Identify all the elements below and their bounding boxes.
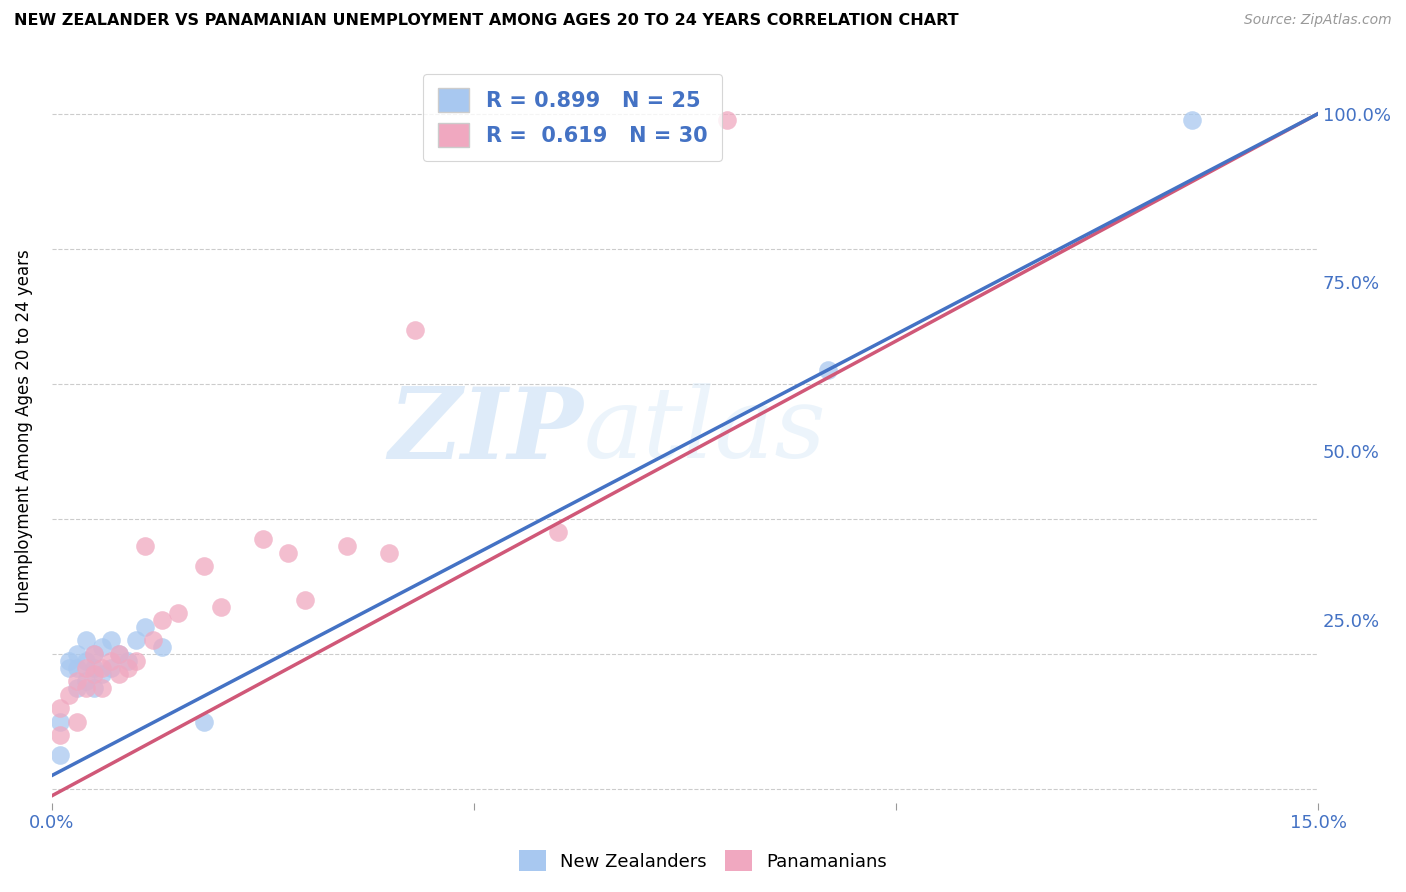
Point: [49, 728, 72, 742]
Point: [100, 660, 122, 674]
Point: [100, 654, 122, 668]
Point: [58, 660, 80, 674]
Legend: New Zealanders, Panamanians: New Zealanders, Panamanians: [512, 843, 894, 879]
Point: [142, 633, 165, 648]
Point: [91, 660, 114, 674]
Point: [117, 660, 139, 674]
Point: [125, 633, 148, 648]
Point: [49, 714, 72, 729]
Text: NEW ZEALANDER VS PANAMANIAN UNEMPLOYMENT AMONG AGES 20 TO 24 YEARS CORRELATION C: NEW ZEALANDER VS PANAMANIAN UNEMPLOYMENT…: [14, 13, 959, 29]
Point: [125, 654, 148, 668]
Point: [66, 660, 89, 674]
Point: [193, 559, 215, 574]
Point: [378, 546, 401, 560]
Point: [83, 647, 105, 661]
Point: [91, 681, 114, 695]
Point: [66, 714, 89, 729]
Point: [75, 660, 97, 674]
Text: atlas: atlas: [583, 384, 827, 479]
Point: [277, 546, 299, 560]
Point: [75, 673, 97, 688]
Point: [58, 654, 80, 668]
Point: [66, 673, 89, 688]
Point: [91, 667, 114, 681]
Point: [167, 607, 190, 621]
Point: [150, 613, 173, 627]
Text: Source: ZipAtlas.com: Source: ZipAtlas.com: [1244, 13, 1392, 28]
Y-axis label: Unemployment Among Ages 20 to 24 years: Unemployment Among Ages 20 to 24 years: [15, 249, 32, 613]
Point: [91, 640, 114, 655]
Point: [49, 701, 72, 715]
Point: [100, 633, 122, 648]
Point: [58, 688, 80, 702]
Point: [716, 113, 738, 128]
Point: [83, 647, 105, 661]
Point: [134, 620, 156, 634]
Point: [193, 714, 215, 729]
Point: [66, 647, 89, 661]
Point: [49, 748, 72, 763]
Point: [252, 532, 274, 546]
Point: [108, 647, 131, 661]
Point: [294, 593, 316, 607]
Text: ZIP: ZIP: [388, 383, 583, 479]
Point: [66, 681, 89, 695]
Point: [75, 681, 97, 695]
Point: [108, 667, 131, 681]
Point: [75, 654, 97, 668]
Point: [817, 363, 839, 377]
Point: [547, 525, 569, 540]
Point: [336, 539, 359, 553]
Point: [134, 539, 156, 553]
Point: [1180, 113, 1202, 128]
Point: [83, 660, 105, 674]
Point: [83, 667, 105, 681]
Point: [209, 599, 232, 614]
Point: [150, 640, 173, 655]
Point: [108, 647, 131, 661]
Point: [117, 654, 139, 668]
Point: [83, 681, 105, 695]
Point: [404, 323, 426, 337]
Point: [75, 633, 97, 648]
Legend: R = 0.899   N = 25, R =  0.619   N = 30: R = 0.899 N = 25, R = 0.619 N = 30: [423, 74, 721, 161]
